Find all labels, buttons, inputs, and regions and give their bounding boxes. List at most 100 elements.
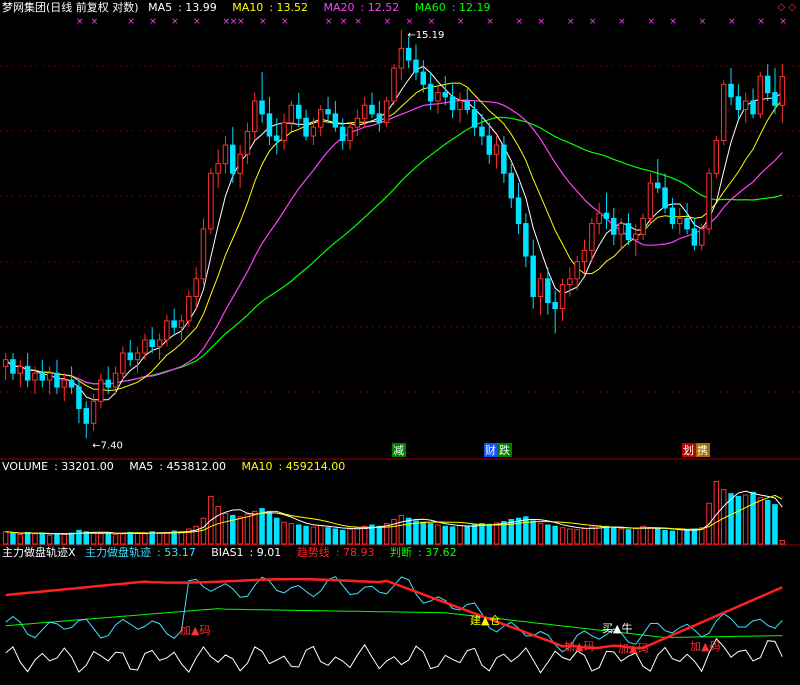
volume-bar: [54, 533, 60, 545]
candle-body: [713, 140, 720, 174]
volume-bar: [486, 523, 492, 545]
volume-bar: [669, 530, 676, 545]
candle-body: [215, 163, 221, 174]
volume-bar: [200, 517, 207, 545]
volume-bar: [596, 525, 602, 545]
volume-bar: [720, 489, 727, 545]
corner-nav-icons[interactable]: ◇ ◇: [777, 2, 796, 13]
volume-bar: [625, 529, 632, 545]
candle-body: [464, 100, 470, 110]
candle-body: [68, 379, 75, 388]
volume-bar: [391, 519, 397, 545]
candle-body: [530, 255, 536, 298]
volume-indicator: VOLUME: 33201.00: [2, 460, 114, 473]
candle-body: [244, 131, 251, 155]
candle-body: [200, 228, 207, 280]
candle-body: [581, 250, 588, 263]
ma5-line: [5, 65, 783, 401]
signal-x-mark: ×: [589, 17, 597, 27]
volume-bar: [105, 532, 111, 545]
volume-bar: [655, 528, 661, 545]
volume-bar: [479, 523, 485, 545]
volume-bar: [310, 526, 317, 545]
signal-x-mark: ×: [354, 17, 362, 27]
candle-body: [354, 117, 361, 128]
candle-body: [222, 144, 229, 165]
candle-body: [208, 172, 214, 230]
volume-bar: [677, 529, 683, 545]
volume-bar: [142, 533, 148, 545]
volume-bar: [361, 525, 368, 545]
volume-bar: [46, 534, 53, 545]
ma10-line: [5, 82, 783, 392]
event-tag: 跌: [499, 443, 510, 457]
volume-bar: [471, 524, 478, 545]
volume-bar: [266, 512, 273, 545]
volume-bar: [742, 494, 749, 545]
ma20-indicator: MA20: 12.52: [323, 1, 400, 14]
low-price-label: ←7.40: [92, 440, 123, 451]
candle-body: [171, 320, 177, 328]
volume-bar: [508, 519, 514, 545]
candle-body: [567, 278, 573, 286]
candle-body: [750, 100, 756, 115]
high-price-label: ←15.19: [407, 30, 444, 41]
candle-body: [186, 296, 192, 322]
bias1-indicator: BIAS1: 9.01: [211, 546, 282, 559]
volume-bar: [39, 532, 45, 545]
volume-bar: [545, 524, 551, 545]
volume-bar: [10, 532, 16, 545]
candle-body: [545, 278, 551, 303]
candle-body: [54, 372, 60, 388]
candle-body: [46, 372, 53, 381]
volume-bar: [779, 540, 786, 545]
candle-body: [515, 197, 522, 225]
candle-body: [266, 113, 273, 137]
candle-body: [332, 113, 339, 128]
volume-bar: [215, 506, 221, 545]
candle-body: [449, 96, 456, 111]
volume-bar: [662, 529, 668, 545]
signal-x-mark: ×: [171, 17, 179, 27]
volume-bar: [764, 500, 771, 545]
trade-signal: 加▲码: [180, 624, 210, 637]
event-tag: 划: [683, 444, 694, 457]
volume-bar: [171, 530, 177, 545]
candle-body: [559, 284, 566, 310]
volume-bar: [515, 517, 522, 545]
volume-bar: [699, 527, 705, 545]
candle-body: [376, 113, 383, 124]
candle-body: [127, 352, 133, 361]
candle-body: [339, 126, 346, 142]
candle-body: [296, 104, 302, 119]
bias-line: [5, 637, 783, 674]
candle-body: [669, 207, 676, 225]
candle-body: [596, 212, 602, 225]
volume-bar: [156, 532, 163, 545]
candle-body: [383, 100, 390, 124]
candle-body: [625, 223, 632, 241]
candle-body: [134, 352, 141, 361]
candle-body: [684, 217, 690, 230]
event-tag-bg: [682, 443, 696, 457]
signal-x-mark: ×: [538, 17, 546, 27]
candle-body: [611, 217, 617, 235]
price-title: 梦网集团(日线 前复权 对数): [2, 1, 139, 14]
signal-x-mark: ×: [618, 17, 626, 27]
candle-body: [720, 83, 727, 142]
candle-body: [779, 76, 786, 106]
volume-bar: [332, 528, 339, 545]
signal-x-mark: ×: [384, 17, 392, 27]
signal-x-mark: ×: [325, 17, 333, 27]
volume-bar: [376, 525, 383, 545]
volume-bar: [398, 514, 405, 545]
signal-x-mark: ×: [728, 17, 736, 27]
volume-bar: [713, 480, 720, 545]
volume-bar: [435, 524, 441, 545]
candle-body: [164, 320, 170, 341]
candle-body: [523, 223, 529, 257]
volume-bar: [603, 525, 610, 545]
volume-bar: [61, 534, 67, 545]
candle-body: [98, 379, 104, 402]
